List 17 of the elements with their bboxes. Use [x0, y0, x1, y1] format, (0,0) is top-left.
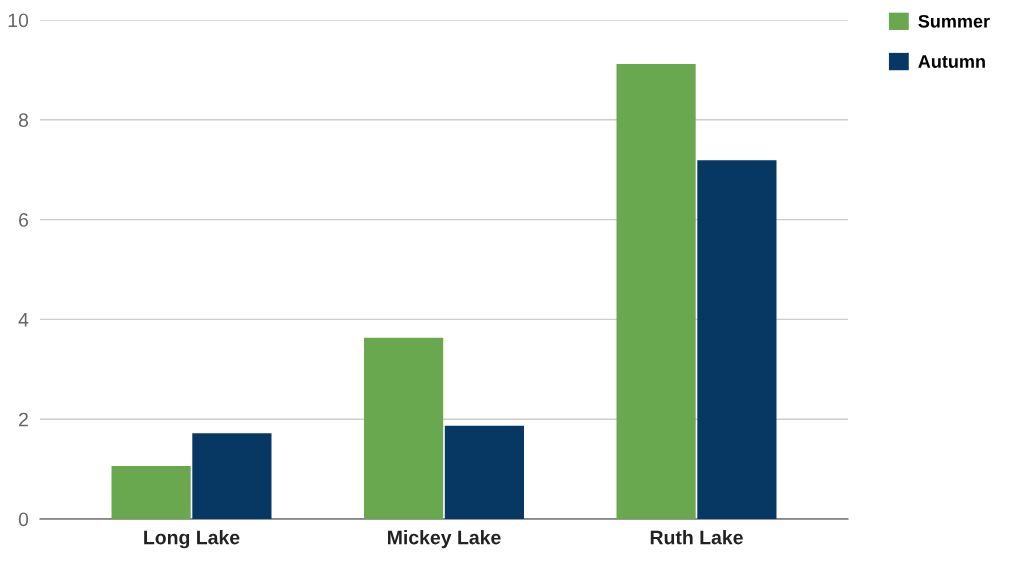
bar [444, 425, 524, 519]
y-tick-label: 0 [18, 512, 29, 527]
y-tick-label: 6 [19, 213, 29, 227]
y-tick-label: 10 [8, 13, 29, 28]
x-tick-label: Ruth Lake [650, 530, 743, 545]
x-tick-label: Long Lake [144, 530, 240, 549]
y-tick-label: 8 [18, 113, 29, 128]
bar [111, 466, 191, 519]
y-tick-label: 2 [19, 412, 28, 427]
bar [697, 160, 777, 519]
y-tick-label: 4 [18, 313, 29, 327]
bar [364, 337, 444, 519]
legend-label: Autumn [918, 55, 985, 68]
bar [192, 433, 272, 519]
bar [616, 63, 696, 519]
legend-label: Summer [918, 14, 990, 28]
x-tick-label: Mickey Lake [388, 530, 501, 549]
